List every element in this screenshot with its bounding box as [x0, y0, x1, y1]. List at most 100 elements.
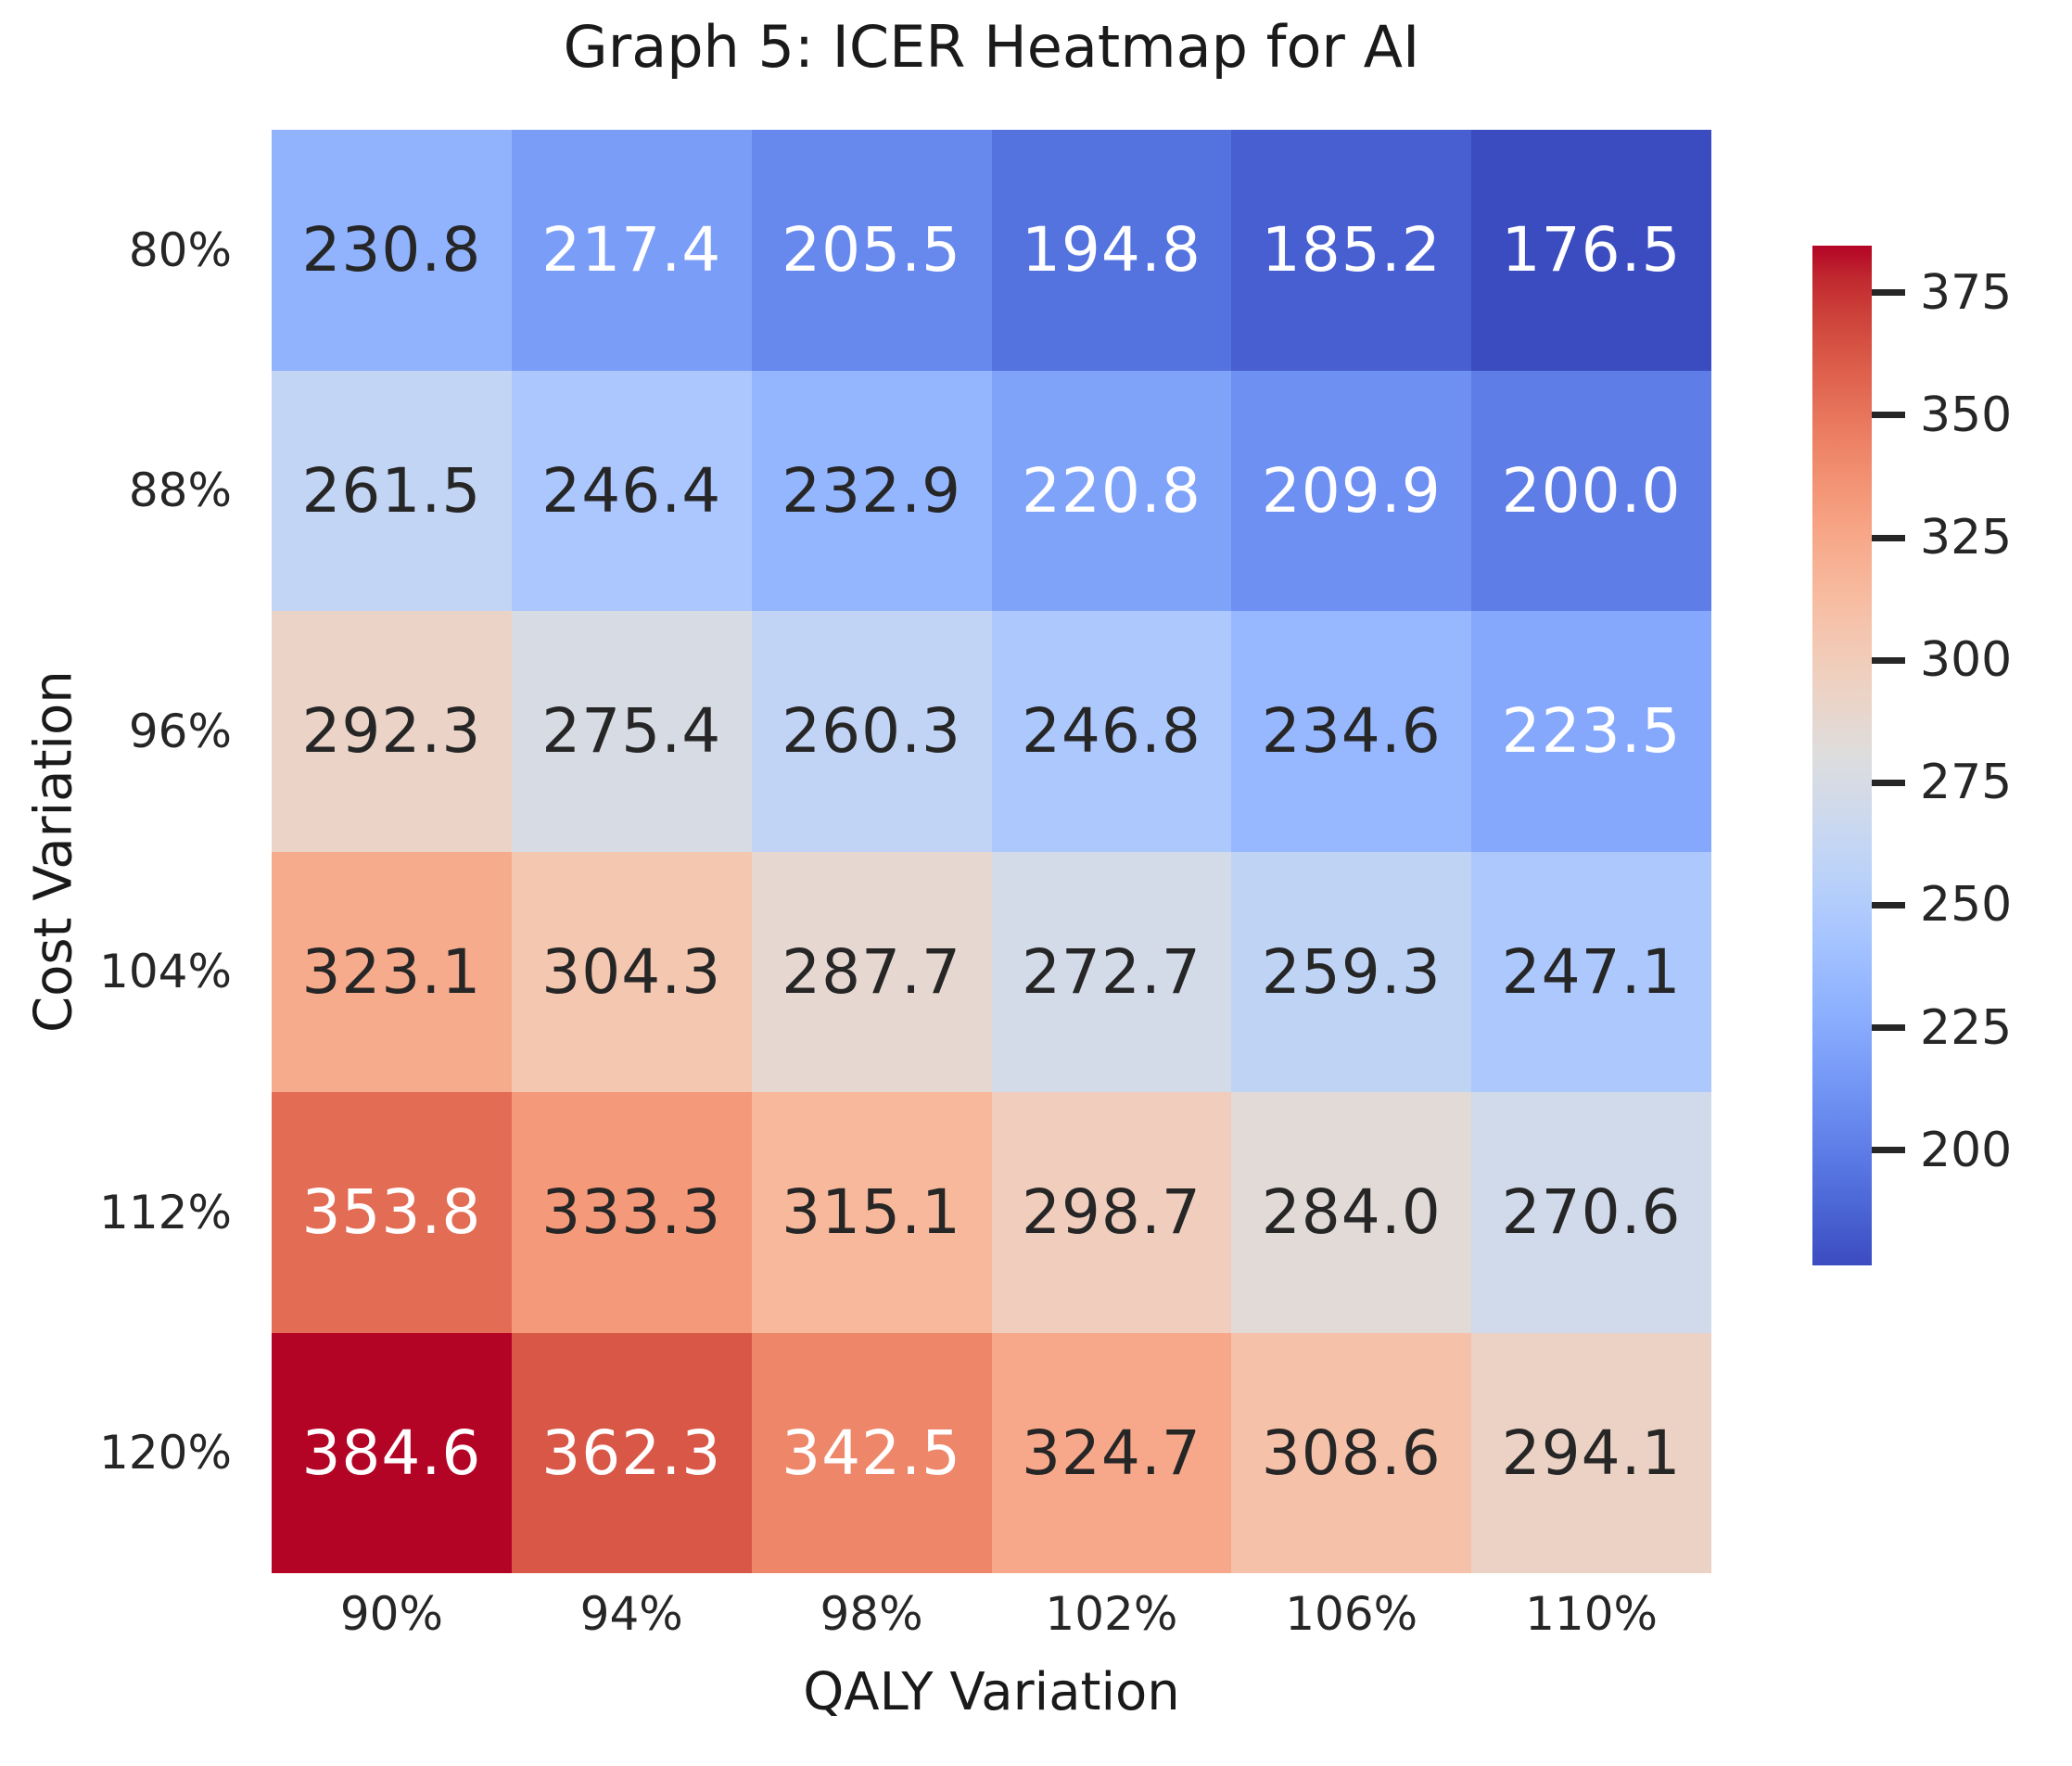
- cell-value: 275.4: [541, 695, 722, 768]
- y-tick-label: 120%: [99, 1426, 232, 1480]
- heatmap-cell: 220.8: [991, 370, 1232, 611]
- x-axis-label: QALY Variation: [803, 1662, 1180, 1722]
- cell-value: 284.0: [1261, 1176, 1442, 1249]
- x-tick-label: 106%: [1285, 1587, 1418, 1641]
- cell-value: 217.4: [541, 214, 722, 286]
- heatmap-cell: 323.1: [272, 851, 512, 1092]
- cell-value: 232.9: [782, 454, 962, 527]
- heatmap-cell: 270.6: [1471, 1092, 1711, 1333]
- heatmap-cell: 223.5: [1471, 611, 1711, 852]
- x-tick-label: 110%: [1525, 1587, 1659, 1641]
- y-tick-label: 80%: [128, 222, 232, 277]
- cell-value: 246.8: [1021, 695, 1201, 768]
- heatmap-cell: 230.8: [272, 130, 512, 371]
- heatmap-cell: 246.8: [991, 611, 1232, 852]
- colorbar-tick-mark: [1872, 534, 1905, 541]
- heatmap-cell: 209.9: [1231, 370, 1472, 611]
- heatmap-cell: 194.8: [991, 130, 1232, 371]
- heatmap-cell: 315.1: [751, 1092, 992, 1333]
- colorbar-tick-mark: [1872, 656, 1905, 664]
- colorbar-tick-value: 200: [1920, 1122, 2013, 1178]
- heatmap-cell: 292.3: [272, 611, 512, 852]
- cell-value: 223.5: [1501, 695, 1682, 768]
- colorbar-tick-value: 225: [1920, 999, 2013, 1056]
- colorbar-tick: 300: [1872, 632, 2012, 688]
- cell-value: 220.8: [1021, 454, 1201, 527]
- heatmap-cell: 205.5: [751, 130, 992, 371]
- cell-value: 308.6: [1261, 1417, 1442, 1489]
- cell-value: 292.3: [301, 695, 482, 768]
- cell-value: 230.8: [301, 214, 482, 286]
- heatmap-cell: 294.1: [1471, 1332, 1711, 1573]
- heatmap-cell: 362.3: [511, 1332, 752, 1573]
- heatmap-cell: 353.8: [272, 1092, 512, 1333]
- colorbar-tick: 275: [1872, 755, 2012, 810]
- colorbar-tick-value: 250: [1920, 877, 2013, 934]
- y-tick-label: 112%: [99, 1185, 232, 1239]
- heatmap-cell: 308.6: [1231, 1332, 1472, 1573]
- heatmap-cell: 287.7: [751, 851, 992, 1092]
- colorbar-tick-mark: [1872, 1147, 1905, 1154]
- cell-value: 205.5: [782, 214, 962, 286]
- y-axis-tick-labels: 80% 88% 96% 104% 112% 120%: [0, 130, 232, 1573]
- heatmap-cell: 272.7: [991, 851, 1232, 1092]
- heatmap-cell: 284.0: [1231, 1092, 1472, 1333]
- cell-value: 342.5: [782, 1417, 962, 1489]
- cell-value: 353.8: [301, 1176, 482, 1249]
- heatmap-cell: 275.4: [511, 611, 752, 852]
- heatmap-cell: 176.5: [1471, 130, 1711, 371]
- x-tick-label: 94%: [579, 1587, 683, 1641]
- cell-value: 270.6: [1501, 1176, 1682, 1249]
- x-tick-label: 90%: [339, 1587, 443, 1641]
- cell-value: 287.7: [782, 935, 962, 1008]
- heatmap-cell: 232.9: [751, 370, 992, 611]
- cell-value: 272.7: [1021, 935, 1201, 1008]
- colorbar-tick-value: 375: [1920, 264, 2013, 321]
- cell-value: 234.6: [1261, 695, 1442, 768]
- cell-value: 260.3: [782, 695, 962, 768]
- heatmap-cell: 384.6: [272, 1332, 512, 1573]
- cell-value: 185.2: [1261, 214, 1442, 286]
- heatmap-cell: 200.0: [1471, 370, 1711, 611]
- heatmap-cell: 185.2: [1231, 130, 1472, 371]
- heatmap-cell: 324.7: [991, 1332, 1232, 1573]
- cell-value: 246.4: [541, 454, 722, 527]
- cell-value: 298.7: [1021, 1176, 1201, 1249]
- heatmap-grid: 230.8 217.4 205.5 194.8 185.2 176.5 261.5 246.4…: [272, 130, 1711, 1573]
- colorbar-tick-mark: [1872, 289, 1905, 297]
- colorbar-tick: 200: [1872, 1123, 2012, 1178]
- cell-value: 209.9: [1261, 454, 1442, 527]
- heatmap-cell: 333.3: [511, 1092, 752, 1333]
- heatmap-cell: 261.5: [272, 370, 512, 611]
- heatmap-cell: 246.4: [511, 370, 752, 611]
- cell-value: 362.3: [541, 1417, 722, 1489]
- cell-value: 194.8: [1021, 214, 1201, 286]
- x-tick-label: 98%: [820, 1587, 923, 1641]
- colorbar-tick-value: 300: [1920, 632, 2013, 689]
- y-tick-label: 88%: [128, 464, 232, 518]
- colorbar-tick: 325: [1872, 510, 2012, 565]
- chart-title: Graph 5: ICER Heatmap for AI: [563, 13, 1420, 81]
- colorbar-tick: 350: [1872, 388, 2012, 443]
- cell-value: 200.0: [1501, 454, 1682, 527]
- cell-value: 176.5: [1501, 214, 1682, 286]
- cell-value: 259.3: [1261, 935, 1442, 1008]
- heatmap-cell: 217.4: [511, 130, 752, 371]
- heatmap-cell: 260.3: [751, 611, 992, 852]
- colorbar-tick-mark: [1872, 1024, 1905, 1032]
- cell-value: 324.7: [1021, 1417, 1201, 1489]
- cell-value: 261.5: [301, 454, 482, 527]
- x-axis-tick-labels: 90% 94% 98% 102% 106% 110%: [272, 1587, 1711, 1643]
- colorbar-tick: 225: [1872, 1000, 2012, 1056]
- colorbar-tick-labels: 375 350 325 300 275 250 225 200: [1872, 246, 2072, 1265]
- cell-value: 247.1: [1501, 935, 1682, 1008]
- y-tick-label: 104%: [99, 945, 232, 999]
- y-tick-label: 96%: [128, 704, 232, 758]
- heatmap-cell: 259.3: [1231, 851, 1472, 1092]
- heatmap-cell: 247.1: [1471, 851, 1711, 1092]
- cell-value: 323.1: [301, 935, 482, 1008]
- heatmap-cell: 234.6: [1231, 611, 1472, 852]
- colorbar-tick-mark: [1872, 901, 1905, 908]
- x-tick-label: 102%: [1045, 1587, 1178, 1641]
- heatmap-cell: 298.7: [991, 1092, 1232, 1333]
